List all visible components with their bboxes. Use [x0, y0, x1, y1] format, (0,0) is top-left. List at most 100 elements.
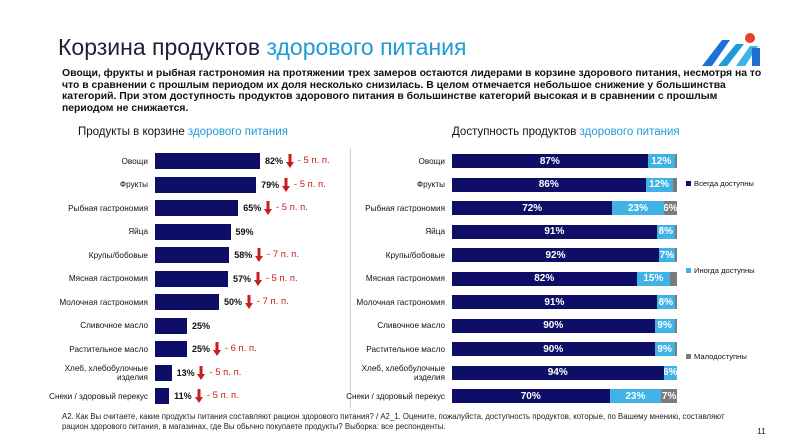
- bar-segment: [674, 295, 677, 309]
- bar-segment: [674, 342, 677, 356]
- decrease-arrow-icon: [264, 201, 272, 215]
- bar: [155, 364, 172, 381]
- change-label: - 5 п. п.: [265, 272, 298, 284]
- title-main: Корзина продуктов: [58, 34, 267, 60]
- category-label: Сливочное масло: [80, 321, 148, 330]
- stacked-bar: 82% 15%: [452, 271, 677, 286]
- change-label: - 7 п. п.: [256, 296, 289, 307]
- bar-segment: 12%: [647, 154, 675, 168]
- bar-segment: 91%: [452, 224, 657, 239]
- bar: [155, 270, 228, 287]
- bar-segment: 9%: [654, 318, 675, 333]
- bar: [155, 153, 260, 169]
- bar-segment: [674, 318, 677, 333]
- slide-title: Корзина продуктов здорового питания: [58, 34, 466, 61]
- category-label: Снеки / здоровый перекус: [346, 391, 445, 401]
- bar-segment: 87%: [452, 154, 648, 168]
- legend-label: Малодоступны: [694, 352, 747, 361]
- category-label: Крупы/бобовые: [88, 250, 148, 260]
- legend-label: Всегда доступны: [694, 179, 754, 188]
- right-chart-title-main: Доступность продуктов: [452, 126, 580, 138]
- bar-segment: [674, 154, 677, 168]
- change-label: - 6 п. п.: [224, 343, 257, 354]
- bar: [155, 200, 239, 216]
- data-label: 58%: [234, 250, 253, 260]
- category-label: Мясная гастрономия: [68, 274, 148, 283]
- decrease-arrow-icon: [244, 295, 253, 309]
- data-label: 50%: [224, 297, 243, 307]
- stacked-bar: 91% 8%: [452, 224, 677, 239]
- bar: [155, 317, 187, 334]
- bar-segment: 86%: [452, 177, 646, 192]
- bar-segment: 7%: [659, 248, 675, 262]
- category-label: Сливочное масло: [377, 321, 445, 330]
- category-label: Овощи: [418, 156, 446, 166]
- bar-segment: [670, 271, 677, 286]
- category-label: Мясная гастрономия: [365, 274, 445, 283]
- charts-divider: [350, 148, 351, 408]
- change-label: - 5 п. п.: [206, 390, 239, 401]
- left-chart-title-main: Продукты в корзине: [78, 126, 188, 138]
- category-label: Молочная гастрономия: [356, 297, 445, 307]
- stacked-bar: 86% 12%: [452, 177, 677, 192]
- stacked-bar: 87% 12%: [452, 154, 677, 168]
- data-label: 13%: [176, 367, 195, 378]
- bar: [155, 341, 187, 357]
- stacked-bar: 90% 9%: [452, 342, 677, 356]
- bar: [155, 388, 170, 404]
- footnote: А2. Как Вы считаете, какие продукты пита…: [62, 412, 725, 431]
- bar-segment: 23%: [612, 201, 664, 215]
- decrease-arrow-icon: [212, 342, 221, 356]
- bar-segment: [674, 248, 677, 262]
- bar-segment: 23%: [609, 389, 662, 403]
- data-label: 65%: [243, 203, 262, 213]
- bar-segment: 90%: [452, 318, 655, 333]
- decrease-arrow-icon: [253, 271, 262, 286]
- change-label: - 5 п. п.: [209, 366, 242, 378]
- data-label: 82%: [264, 156, 283, 166]
- data-label: 79%: [261, 179, 280, 190]
- right-chart-title-accent: здорового питания: [579, 126, 680, 138]
- category-label: Хлеб, хлебобулочные изделия: [361, 363, 445, 382]
- bar: [155, 223, 231, 240]
- decrease-arrow-icon: [194, 389, 203, 403]
- decrease-arrow-icon: [197, 365, 206, 380]
- legend-swatch: [686, 354, 691, 359]
- left-chart-title: Продукты в корзине здорового питания: [78, 126, 288, 138]
- category-label: Снеки / здоровый перекус: [49, 391, 148, 401]
- bar-segment: 94%: [452, 365, 664, 380]
- bar-segment: 92%: [452, 248, 659, 262]
- category-label: Фрукты: [119, 180, 148, 189]
- category-label: Растительное масло: [69, 344, 148, 354]
- category-label: Яйца: [128, 227, 148, 236]
- category-label: Молочная гастрономия: [59, 297, 148, 307]
- bar-segment: 70%: [452, 389, 610, 403]
- category-label: Хлеб, хлебобулочные изделия: [64, 363, 148, 382]
- change-label: - 5 п. п.: [293, 178, 326, 190]
- brand-logo-icon: [702, 33, 760, 66]
- bar-segment: 8%: [656, 224, 675, 239]
- stacked-bar: 72% 23% 6%: [452, 201, 677, 215]
- decrease-arrow-icon: [255, 248, 264, 262]
- change-label: - 7 п. п.: [267, 249, 299, 260]
- data-label: 57%: [232, 273, 251, 284]
- category-label: Овощи: [121, 156, 149, 166]
- change-label: - 5 п. п.: [276, 202, 308, 213]
- legend-swatch: [686, 181, 691, 186]
- bar: [155, 247, 230, 263]
- data-label: 25%: [192, 344, 211, 354]
- bar-segment: 6%: [663, 201, 677, 215]
- bar-segment: [674, 224, 677, 239]
- category-label: Рыбная гастрономия: [68, 203, 148, 213]
- stacked-bar: 70% 23% 7%: [452, 389, 677, 403]
- bar-segment: 15%: [636, 271, 671, 286]
- title-accent: здорового питания: [266, 34, 467, 60]
- bar-segment: 8%: [656, 295, 675, 309]
- bar-segment: 72%: [452, 201, 613, 215]
- bar-segment: 82%: [452, 271, 637, 286]
- stacked-bar: 94% 6%: [452, 365, 677, 380]
- right-chart-title: Доступность продуктов здорового питания: [452, 126, 680, 138]
- stacked-bar: 90% 9%: [452, 318, 677, 333]
- category-label: Рыбная гастрономия: [365, 203, 445, 213]
- data-label: 11%: [174, 391, 192, 401]
